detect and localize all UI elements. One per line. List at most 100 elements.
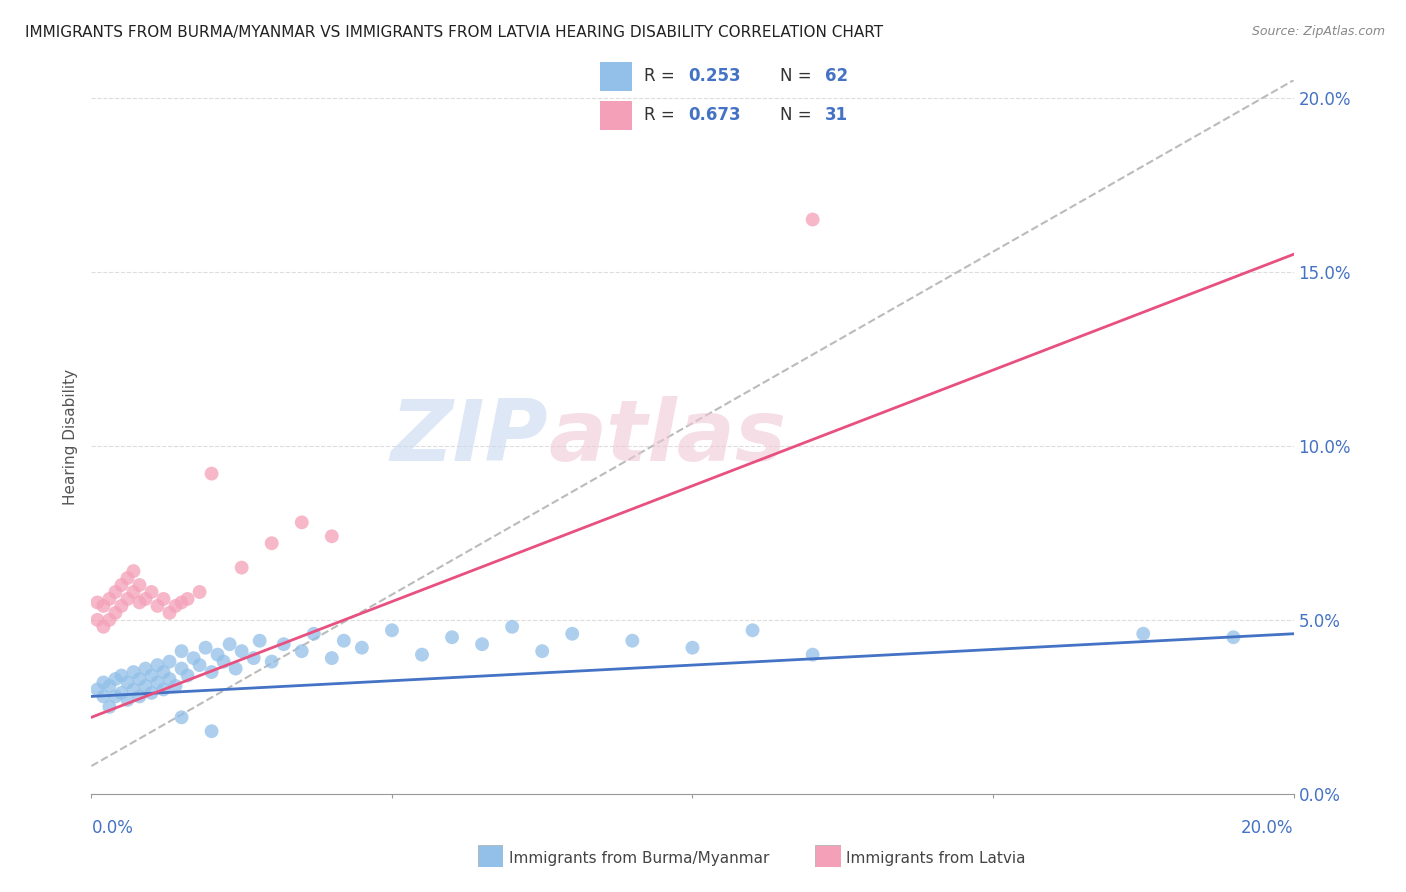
Point	[188, 658, 211, 673]
Point	[104, 606, 127, 620]
Point	[93, 675, 115, 690]
Point	[104, 585, 127, 599]
Point	[681, 640, 703, 655]
Point	[218, 637, 240, 651]
Point	[194, 640, 217, 655]
Point	[122, 665, 145, 679]
FancyBboxPatch shape	[600, 101, 631, 130]
Text: 0.253: 0.253	[689, 68, 741, 86]
Text: atlas: atlas	[548, 395, 786, 479]
Point	[146, 599, 169, 613]
Y-axis label: Hearing Disability: Hearing Disability	[63, 369, 79, 505]
Text: 31: 31	[824, 105, 848, 123]
Point	[249, 633, 271, 648]
Point	[141, 585, 163, 599]
Point	[98, 679, 121, 693]
Point	[260, 655, 283, 669]
Point	[128, 578, 150, 592]
Point	[110, 668, 132, 682]
Point	[98, 591, 121, 606]
Point	[183, 651, 205, 665]
Point	[141, 668, 163, 682]
Text: N =: N =	[780, 68, 817, 86]
Point	[128, 672, 150, 686]
Point	[165, 679, 187, 693]
Point	[350, 640, 373, 655]
Point	[176, 591, 198, 606]
Point	[176, 668, 198, 682]
Point	[741, 624, 763, 638]
Point	[188, 585, 211, 599]
Point	[152, 665, 174, 679]
Point	[621, 633, 644, 648]
Point	[104, 690, 127, 704]
Text: IMMIGRANTS FROM BURMA/MYANMAR VS IMMIGRANTS FROM LATVIA HEARING DISABILITY CORRE: IMMIGRANTS FROM BURMA/MYANMAR VS IMMIGRA…	[25, 25, 883, 40]
Point	[231, 560, 253, 574]
Point	[110, 578, 132, 592]
Point	[201, 665, 224, 679]
Point	[170, 662, 193, 676]
Point	[212, 655, 235, 669]
Point	[501, 620, 523, 634]
Point	[117, 591, 139, 606]
Point	[381, 624, 404, 638]
Point	[170, 644, 193, 658]
Point	[110, 686, 132, 700]
Point	[146, 675, 169, 690]
Point	[801, 212, 824, 227]
Point	[201, 467, 224, 481]
Point	[291, 516, 314, 530]
Point	[321, 529, 343, 543]
Point	[152, 682, 174, 697]
Point	[86, 595, 108, 609]
Point	[93, 690, 115, 704]
Text: Source: ZipAtlas.com: Source: ZipAtlas.com	[1251, 25, 1385, 38]
Point	[170, 595, 193, 609]
Text: R =: R =	[644, 105, 681, 123]
FancyBboxPatch shape	[600, 62, 631, 91]
Point	[117, 675, 139, 690]
Point	[110, 599, 132, 613]
Point	[291, 644, 314, 658]
Point	[1222, 630, 1244, 644]
Point	[207, 648, 229, 662]
Point	[128, 690, 150, 704]
Text: N =: N =	[780, 105, 817, 123]
Point	[170, 710, 193, 724]
Point	[134, 662, 156, 676]
Point	[321, 651, 343, 665]
Point	[159, 606, 181, 620]
Point	[141, 686, 163, 700]
Point	[1132, 626, 1154, 640]
Point	[333, 633, 356, 648]
Point	[801, 648, 824, 662]
Point	[273, 637, 295, 651]
Point	[242, 651, 264, 665]
Point	[159, 655, 181, 669]
Point	[201, 724, 224, 739]
Point	[440, 630, 463, 644]
Point	[561, 626, 583, 640]
Point	[86, 613, 108, 627]
Point	[122, 682, 145, 697]
Point	[104, 672, 127, 686]
Point	[159, 672, 181, 686]
Point	[231, 644, 253, 658]
Point	[531, 644, 554, 658]
Text: 0.673: 0.673	[689, 105, 741, 123]
Point	[98, 613, 121, 627]
Point	[411, 648, 433, 662]
Point	[260, 536, 283, 550]
Point	[128, 595, 150, 609]
Point	[93, 599, 115, 613]
Text: R =: R =	[644, 68, 681, 86]
Point	[134, 591, 156, 606]
Point	[471, 637, 494, 651]
Point	[122, 564, 145, 578]
Text: Immigrants from Latvia: Immigrants from Latvia	[846, 851, 1026, 865]
Point	[93, 620, 115, 634]
Point	[225, 662, 247, 676]
Point	[134, 679, 156, 693]
Text: 62: 62	[824, 68, 848, 86]
Point	[152, 591, 174, 606]
